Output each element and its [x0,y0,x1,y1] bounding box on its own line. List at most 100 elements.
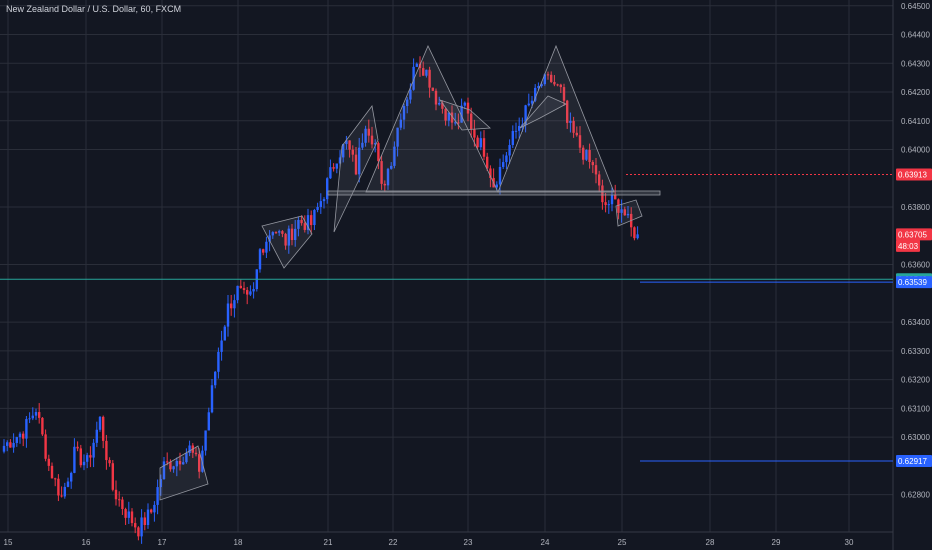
candle-body [274,232,278,234]
candle-body [150,509,153,513]
candle-body [585,150,588,160]
candle-body [236,285,239,301]
candle-body [335,163,338,169]
candle-body [220,340,223,352]
x-tick-label: 15 [4,538,13,547]
candle-body [198,454,201,472]
candle-body [566,100,569,123]
candle-body [502,162,505,167]
candle-body [284,233,287,246]
candle-body [18,433,22,438]
y-tick-label: 0.62800 [901,491,930,500]
candle-body [281,231,284,234]
candle-body [402,106,406,120]
candle-body [447,112,450,121]
candle-body [633,227,636,239]
wedge-pattern-3 [333,105,379,233]
candle-body [559,84,562,88]
price-badge [896,454,932,467]
candle-body [66,481,70,487]
candle-body [524,105,527,125]
candle-body [482,138,486,157]
candle-body [15,437,18,443]
candle-body [479,138,482,148]
candle-body [300,219,303,224]
candle-body [271,232,274,236]
candle-body [127,511,130,518]
candle-body [396,127,399,147]
candle-body [230,303,233,309]
head-shoulders-inner-1 [438,99,491,131]
candle-body [265,241,268,253]
candle-body [249,291,252,295]
candle-body [63,486,66,497]
candle-body [95,429,98,443]
candle-body [409,89,412,100]
candle-body [556,84,559,86]
wedge-pattern-1 [159,445,209,501]
candle-body [214,371,217,386]
candle-body [508,145,511,156]
candle-body [175,460,178,467]
candle-body [185,452,188,463]
candle-body [204,430,207,451]
candle-body [354,154,358,175]
candle-body [41,417,44,435]
candle-body [322,199,326,202]
candle-body [278,231,281,233]
head-and-shoulders-pattern [365,44,615,193]
candle-body [537,86,540,88]
candle-body [578,135,582,148]
candle-body [598,174,601,186]
candle-body [313,209,316,226]
candle-body [345,140,348,145]
y-tick-label: 0.64100 [901,117,930,126]
price-badge-label: 0.63913 [898,171,927,180]
price-badge-label: 0.63539 [898,278,927,287]
candle-body [34,412,38,416]
price-badge [896,276,932,289]
y-tick-label: 0.64200 [901,88,930,97]
candle-body [505,155,508,163]
x-tick-label: 18 [234,538,243,547]
price-badge-label: 0.62917 [898,457,927,466]
candle-body [393,146,396,166]
candle-body [422,68,425,76]
candle-body [588,150,591,163]
y-tick-label: 0.64300 [901,59,930,68]
candle-body [290,228,294,240]
y-tick-label: 0.63400 [901,318,930,327]
x-tick-label: 29 [772,538,781,547]
candle-body [54,478,57,480]
candle-body [86,455,89,462]
candle-body [194,452,198,455]
candle-body [498,166,502,185]
candle-body [428,69,431,88]
candle-body [495,184,498,188]
candle-body [332,167,335,169]
candle-body [47,458,50,466]
candle-body [121,499,124,510]
candle-body [223,326,226,341]
candle-body [258,249,262,270]
candle-body [105,440,108,461]
candle-body [73,446,76,473]
candle-body [111,463,114,490]
candle-body [326,178,329,200]
candle-body [262,249,265,253]
candle-body [415,63,418,67]
candle-body [514,130,518,132]
x-tick-label: 23 [464,538,473,547]
candle-body [518,125,521,131]
candle-body [303,223,306,230]
candle-body [252,289,255,292]
candle-body [294,228,297,240]
candle-body [562,87,566,101]
candle-body [153,504,156,513]
price-badge-label: 48:03 [898,242,919,251]
head-shoulders-inner-2 [519,95,567,129]
y-tick-label: 0.63300 [901,347,930,356]
candle-body [486,156,489,169]
candle-body [383,183,386,186]
